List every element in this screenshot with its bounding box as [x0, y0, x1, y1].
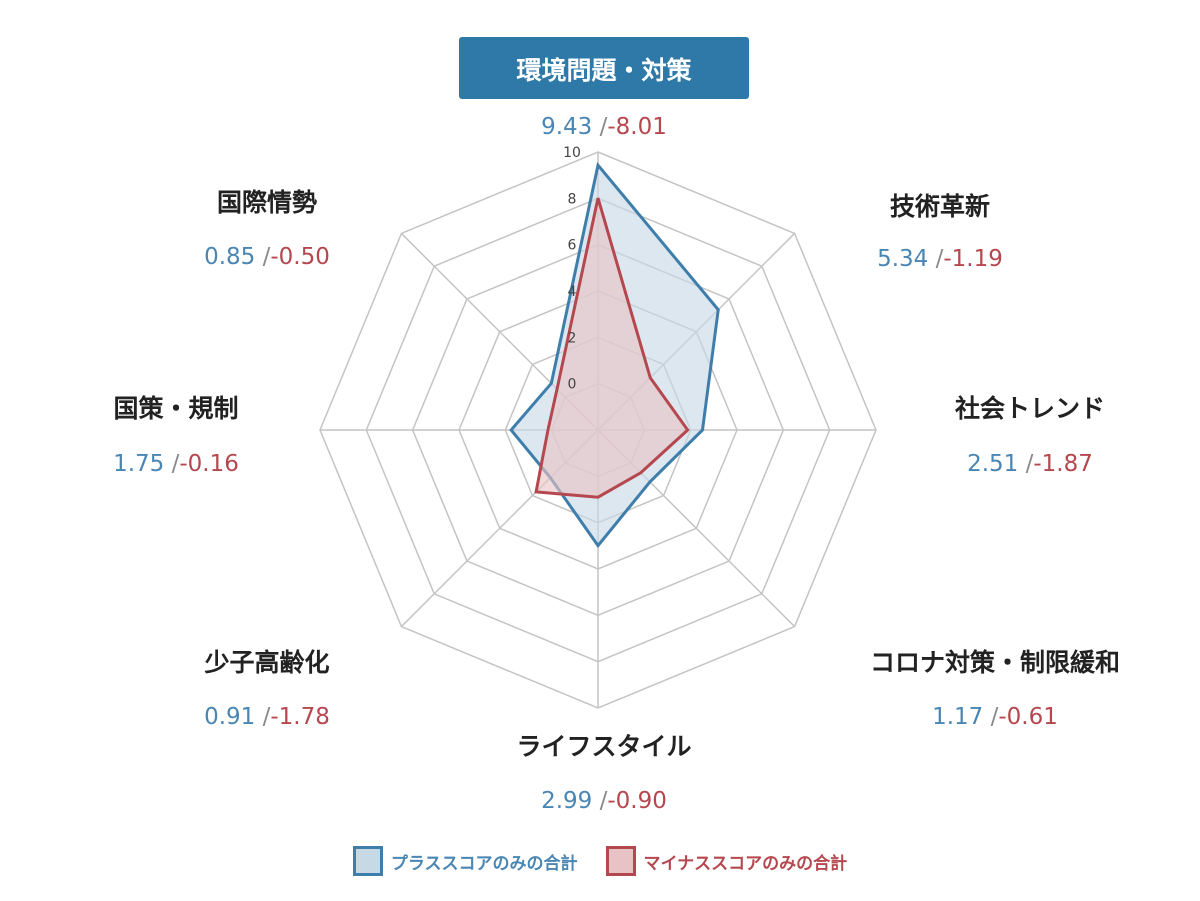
minus-value: -1.87	[1033, 451, 1093, 477]
minus-value: -0.90	[607, 788, 667, 814]
minus-value: -1.78	[270, 704, 330, 730]
tick-label: 8	[568, 191, 577, 207]
radial-ticks: 0 2 4 6 8 10	[563, 145, 581, 393]
legend-label-plus: プラススコアのみの合計	[390, 853, 578, 874]
minus-value: -0.16	[179, 451, 239, 477]
axis-label[interactable]: 環境問題・対策	[516, 56, 692, 85]
value-separator: /	[263, 704, 271, 730]
value-separator: /	[600, 788, 608, 814]
highlighted-axis-box[interactable]	[459, 37, 749, 99]
value-separator: /	[936, 246, 944, 272]
value-separator: /	[1026, 451, 1034, 477]
minus-value: -0.50	[270, 244, 330, 270]
plus-value: 1.17	[932, 704, 991, 730]
plus-value: 5.34	[877, 246, 936, 272]
plus-value: 0.91	[204, 704, 263, 730]
axis-value-readout: 0.91 /-1.78	[204, 704, 330, 730]
axis-label[interactable]: 技術革新	[890, 192, 990, 221]
tick-label: 6	[568, 238, 577, 254]
value-separator: /	[600, 114, 608, 140]
axis-label[interactable]: 社会トレンド	[955, 394, 1105, 423]
axis-label[interactable]: 国際情勢	[217, 188, 317, 217]
axis-label[interactable]: 国策・規制	[113, 394, 238, 423]
axis-value-readout: 2.99 /-0.90	[541, 788, 667, 814]
minus-value: -1.19	[943, 246, 1003, 272]
plus-value: 1.75	[113, 451, 172, 477]
legend: プラススコアのみの合計 マイナススコアのみの合計	[0, 846, 1200, 876]
tick-label: 4	[568, 284, 577, 300]
axis-value-readout: 1.75 /-0.16	[113, 451, 239, 477]
series-area-minus	[534, 197, 690, 499]
tick-label: 0	[568, 377, 577, 393]
value-separator: /	[172, 451, 180, 477]
plus-value: 0.85	[204, 244, 263, 270]
tick-label: 10	[563, 145, 581, 161]
axis-value-readout: 5.34 /-1.19	[877, 246, 1003, 272]
radar-series	[509, 161, 720, 549]
minus-value: -0.61	[998, 704, 1058, 730]
plus-value: 2.51	[967, 451, 1026, 477]
axis-value-readout: 1.17 /-0.61	[932, 704, 1058, 730]
axis-label[interactable]: ライフスタイル	[516, 732, 691, 761]
legend-swatch-minus	[605, 846, 636, 876]
axis-value-readout: 9.43 /-8.01	[541, 114, 667, 140]
plus-value: 9.43	[541, 114, 600, 140]
axis-label[interactable]: 少子高齢化	[203, 648, 329, 677]
tick-label: 2	[568, 330, 577, 346]
legend-item-plus[interactable]: プラススコアのみの合計	[352, 846, 578, 876]
legend-item-minus[interactable]: マイナススコアのみの合計	[605, 846, 848, 876]
plus-value: 2.99	[541, 788, 600, 814]
axis-label[interactable]: コロナ対策・制限緩和	[870, 648, 1120, 677]
legend-label-minus: マイナススコアのみの合計	[643, 853, 848, 874]
minus-value: -8.01	[607, 114, 667, 140]
axis-value-readout: 2.51 /-1.87	[967, 451, 1093, 477]
legend-swatch-plus	[352, 846, 383, 876]
value-separator: /	[991, 704, 999, 730]
value-separator: /	[263, 244, 271, 270]
axis-value-readout: 0.85 /-0.50	[204, 244, 330, 270]
